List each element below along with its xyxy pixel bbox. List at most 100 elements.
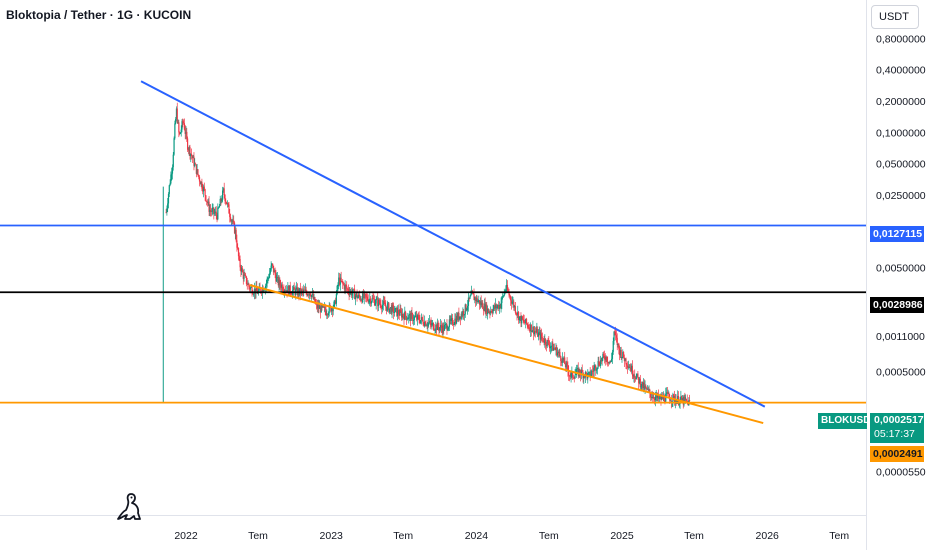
candle-body-296	[401, 311, 403, 318]
candle-body-155	[288, 285, 291, 295]
candle-body-241	[357, 296, 359, 299]
price-tick-4: 0,0500000	[876, 159, 926, 171]
candle-body-104	[248, 283, 250, 287]
candle-body-405	[487, 308, 489, 313]
candle-body-592	[636, 373, 638, 376]
candle-body-602	[644, 386, 646, 390]
candle-body-190	[316, 304, 318, 309]
candle-body-347	[441, 328, 443, 333]
candle-body-419	[498, 304, 501, 309]
candle-body-339	[435, 324, 437, 330]
candle-body-471	[540, 333, 542, 340]
candle-body-622	[660, 396, 662, 400]
candle-body-290	[396, 307, 398, 316]
candle-body-447	[521, 316, 523, 324]
candle-body-412	[493, 305, 495, 309]
candle-body-2	[167, 203, 169, 209]
candle-body-38	[195, 164, 197, 174]
candle-body-80	[229, 213, 231, 218]
candle-body-568	[617, 343, 619, 346]
candle-body-52	[206, 201, 209, 204]
candle-body-317	[417, 314, 419, 317]
candle-body-278	[386, 304, 388, 311]
candle-body-145	[280, 284, 283, 288]
candle-body-282	[389, 307, 392, 309]
candle-body-86	[233, 222, 236, 234]
candle-body-131	[269, 270, 271, 274]
candle-body-203	[327, 314, 329, 316]
candle-body-452	[525, 318, 527, 324]
candle-body-591	[635, 375, 637, 380]
candle-body-234	[351, 293, 353, 296]
candle-body-519	[578, 369, 580, 376]
candle-body-306	[408, 314, 411, 316]
candle-body-450	[523, 319, 525, 323]
tradingview-logo-icon[interactable]	[116, 492, 142, 522]
candle-body-467	[537, 328, 539, 337]
candle-body-446	[520, 316, 522, 324]
candle-body-589	[634, 375, 636, 378]
candle-body-253	[366, 296, 369, 300]
candle-body-579	[626, 364, 628, 366]
candle-body-128	[267, 278, 269, 279]
candle-body-207	[330, 306, 332, 312]
horizontal-levels[interactable]	[0, 224, 866, 404]
candle-body-626	[663, 395, 665, 401]
currency-button[interactable]: USDT	[871, 5, 919, 29]
candle-body-312	[413, 316, 415, 321]
candle-body-79	[228, 204, 230, 214]
trend-lines[interactable]	[140, 80, 766, 425]
candle-body-130	[268, 273, 271, 278]
candle-body-410	[491, 312, 493, 314]
candle-body-96	[241, 268, 244, 273]
candle-body-56	[210, 210, 212, 211]
candle-body-285	[392, 305, 394, 307]
candle-body-224	[343, 284, 345, 290]
candle-body-620	[658, 397, 660, 399]
candle-body-3	[167, 193, 170, 204]
candle-body-619	[657, 394, 660, 399]
candle-body-252	[366, 296, 368, 298]
candle-body-411	[492, 308, 494, 313]
candle-body-236	[353, 289, 355, 291]
candle-body-263	[374, 303, 376, 306]
candle-body-90	[237, 247, 239, 249]
candle-body-77	[226, 203, 228, 205]
candle-body-494	[558, 352, 560, 353]
candle-body-186	[313, 297, 315, 300]
candle-body-30	[189, 147, 191, 156]
candle-body-315	[416, 315, 418, 320]
candle-body-438	[513, 306, 516, 308]
candle-body-46	[202, 188, 204, 192]
candle-body-84	[232, 220, 234, 222]
candle-body-485	[551, 342, 553, 347]
bar-countdown: 05:17:37	[874, 428, 915, 440]
candle-body-28	[187, 149, 189, 151]
candle-body-274	[383, 301, 385, 303]
candle-body-401	[484, 303, 486, 313]
candle-body-109	[252, 293, 254, 295]
candle-body-308	[410, 312, 412, 321]
time-tick-4: 2024	[465, 530, 489, 542]
candle-body-562	[612, 341, 614, 352]
candle-body-328	[426, 325, 428, 327]
candle-body-43	[199, 181, 201, 185]
candle-body-539	[594, 365, 596, 368]
candle-body-105	[249, 286, 251, 290]
candle-body-63	[215, 211, 217, 216]
candle-body-404	[486, 308, 489, 315]
candle-body-624	[661, 395, 664, 399]
candle-body-451	[524, 322, 526, 324]
price-tick-8: 0,0005000	[876, 367, 926, 379]
candle-body-511	[572, 371, 574, 378]
candle-body-178	[307, 294, 309, 296]
candle-body-304	[407, 318, 409, 320]
candle-body-354	[447, 329, 449, 331]
price-axis-ticks: 0,8000000 0,4000000 0,2000000 0,1000000 0,05…	[876, 33, 926, 478]
candle-body-537	[592, 371, 594, 372]
candle-body-454	[526, 323, 528, 325]
candle-body-168	[299, 288, 301, 295]
candle-body-1	[166, 208, 168, 213]
candle-body-99	[244, 274, 246, 276]
